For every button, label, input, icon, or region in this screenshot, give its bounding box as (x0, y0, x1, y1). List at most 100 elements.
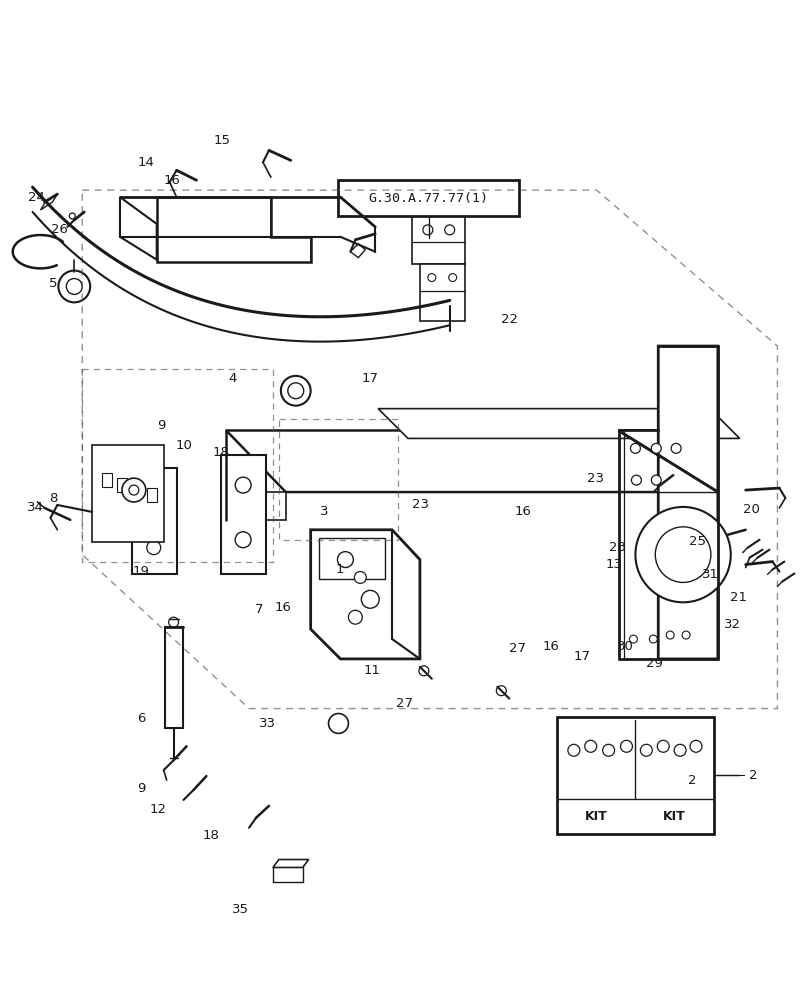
Text: 7: 7 (255, 603, 263, 616)
Circle shape (671, 443, 680, 453)
Circle shape (147, 493, 161, 507)
Circle shape (444, 225, 454, 235)
Circle shape (354, 572, 366, 583)
Circle shape (67, 279, 82, 294)
Circle shape (640, 744, 651, 756)
Circle shape (496, 686, 506, 696)
Circle shape (689, 740, 701, 752)
Circle shape (631, 475, 641, 485)
Text: 21: 21 (729, 591, 746, 604)
Circle shape (629, 635, 637, 643)
Circle shape (122, 478, 146, 502)
Text: 34: 34 (27, 501, 44, 514)
Text: 30: 30 (616, 640, 633, 653)
Text: 29: 29 (646, 657, 662, 670)
Text: 17: 17 (573, 650, 590, 663)
Text: 18: 18 (202, 829, 219, 842)
Circle shape (649, 635, 656, 643)
Polygon shape (318, 538, 384, 579)
Text: 35: 35 (232, 903, 249, 916)
Polygon shape (165, 627, 182, 728)
Circle shape (602, 744, 614, 756)
Text: 27: 27 (396, 697, 412, 710)
Circle shape (147, 541, 161, 555)
Text: 2: 2 (748, 769, 756, 782)
Polygon shape (272, 860, 308, 867)
Text: 1: 1 (335, 563, 344, 576)
Polygon shape (411, 214, 464, 264)
Polygon shape (618, 430, 717, 659)
Text: 15: 15 (213, 134, 230, 147)
Text: KIT: KIT (663, 810, 685, 823)
Text: 8: 8 (49, 492, 58, 505)
Polygon shape (226, 492, 285, 520)
Text: 16: 16 (164, 174, 180, 187)
Text: 22: 22 (500, 313, 517, 326)
Circle shape (418, 666, 428, 676)
Text: 16: 16 (542, 640, 559, 653)
Text: 11: 11 (363, 664, 380, 677)
Text: 4: 4 (228, 372, 237, 385)
Circle shape (235, 477, 251, 493)
Circle shape (69, 213, 75, 219)
Polygon shape (556, 717, 713, 834)
Polygon shape (157, 197, 311, 262)
Text: G.30.A.77.77(1): G.30.A.77.77(1) (368, 192, 488, 205)
Circle shape (673, 744, 685, 756)
Polygon shape (311, 530, 419, 659)
Text: 16: 16 (275, 601, 291, 614)
Polygon shape (618, 346, 717, 492)
Circle shape (129, 485, 139, 495)
Circle shape (328, 714, 348, 733)
Text: 3: 3 (319, 505, 328, 518)
Circle shape (169, 617, 178, 627)
Circle shape (423, 225, 432, 235)
Circle shape (448, 274, 456, 282)
Text: 32: 32 (723, 618, 740, 631)
Polygon shape (338, 180, 518, 216)
Text: 2: 2 (687, 774, 696, 787)
Polygon shape (419, 264, 464, 321)
Text: 23: 23 (411, 498, 428, 511)
Polygon shape (131, 468, 176, 574)
Circle shape (287, 383, 303, 399)
Text: 24: 24 (28, 191, 45, 204)
Circle shape (635, 507, 730, 602)
Text: 33: 33 (259, 717, 276, 730)
Text: 23: 23 (608, 541, 625, 554)
Text: 14: 14 (138, 156, 155, 169)
Polygon shape (226, 430, 717, 492)
Circle shape (584, 740, 596, 752)
Circle shape (629, 443, 640, 453)
Text: 27: 27 (508, 642, 526, 655)
Circle shape (567, 744, 579, 756)
Text: 26: 26 (51, 223, 67, 236)
Polygon shape (350, 244, 365, 258)
Text: 23: 23 (586, 472, 603, 485)
Polygon shape (221, 455, 266, 574)
Text: 31: 31 (702, 568, 719, 581)
Text: 9: 9 (157, 419, 165, 432)
Circle shape (235, 532, 251, 548)
Circle shape (281, 376, 311, 406)
Text: 9: 9 (137, 782, 145, 795)
Text: KIT: KIT (584, 810, 607, 823)
Polygon shape (378, 409, 739, 438)
Text: 13: 13 (605, 558, 622, 571)
Text: 5: 5 (49, 277, 58, 290)
Circle shape (650, 443, 660, 453)
Text: 16: 16 (514, 505, 530, 518)
Text: 10: 10 (175, 439, 192, 452)
Text: 19: 19 (133, 565, 150, 578)
Circle shape (620, 740, 632, 752)
Circle shape (665, 631, 673, 639)
Text: 20: 20 (742, 503, 758, 516)
Text: 17: 17 (361, 372, 378, 385)
Text: 25: 25 (689, 535, 706, 548)
Circle shape (58, 271, 90, 302)
Circle shape (361, 590, 379, 608)
Circle shape (654, 527, 710, 582)
Circle shape (681, 631, 689, 639)
Text: 6: 6 (137, 712, 145, 725)
Text: 18: 18 (212, 446, 229, 459)
